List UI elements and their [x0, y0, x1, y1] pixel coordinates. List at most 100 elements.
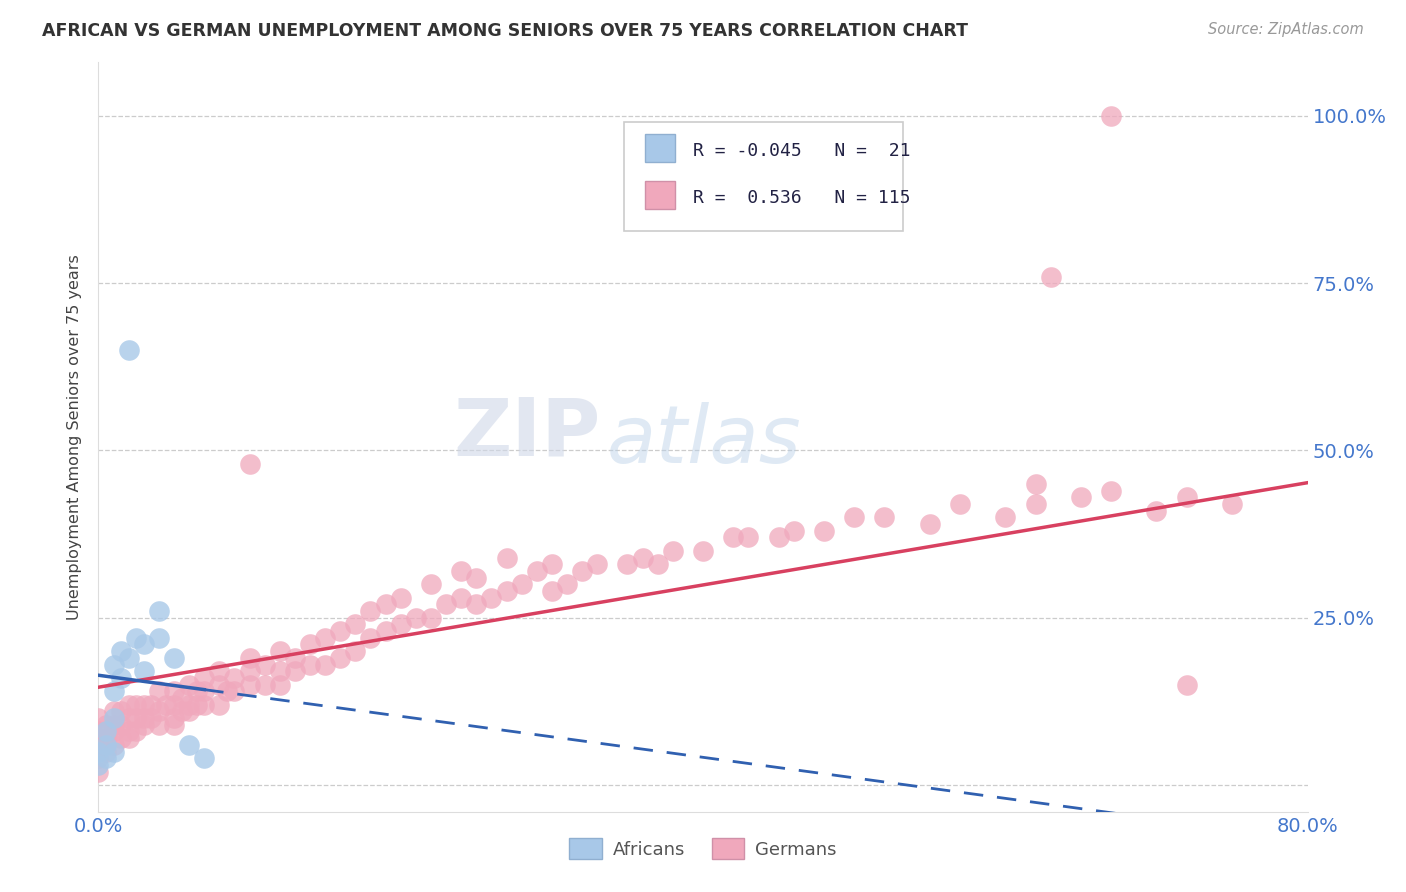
- Point: [1070, 491, 1092, 505]
- Point: [239, 664, 262, 679]
- Point: [360, 631, 382, 645]
- Point: [344, 644, 367, 658]
- Point: [374, 598, 396, 612]
- Point: [540, 584, 562, 599]
- Point: [110, 705, 132, 719]
- Point: [284, 664, 307, 679]
- Point: [118, 711, 141, 725]
- Point: [299, 657, 322, 672]
- Point: [616, 557, 638, 572]
- Point: [631, 550, 654, 565]
- Point: [1099, 483, 1122, 498]
- Point: [434, 598, 457, 612]
- Point: [94, 738, 117, 752]
- Point: [148, 717, 170, 731]
- Point: [661, 544, 683, 558]
- Point: [465, 598, 488, 612]
- Point: [918, 517, 941, 532]
- Point: [1024, 476, 1046, 491]
- Point: [110, 671, 132, 685]
- Point: [224, 671, 246, 685]
- Point: [103, 705, 125, 719]
- Point: [1144, 503, 1167, 517]
- Point: [125, 631, 148, 645]
- Point: [103, 744, 125, 758]
- Point: [125, 711, 148, 725]
- Point: [208, 698, 231, 712]
- Point: [132, 664, 155, 679]
- Point: [555, 577, 578, 591]
- FancyBboxPatch shape: [645, 135, 675, 162]
- Point: [495, 584, 517, 599]
- Point: [314, 631, 336, 645]
- Point: [329, 651, 352, 665]
- Point: [103, 717, 125, 731]
- Point: [269, 678, 291, 692]
- Point: [110, 717, 132, 731]
- Point: [94, 751, 117, 765]
- Point: [389, 617, 412, 632]
- Point: [118, 731, 141, 746]
- Point: [420, 577, 443, 591]
- Point: [118, 698, 141, 712]
- Point: [1039, 269, 1062, 284]
- Point: [374, 624, 396, 639]
- Point: [132, 698, 155, 712]
- Legend: Africans, Germans: Africans, Germans: [562, 831, 844, 866]
- Point: [193, 684, 215, 698]
- Point: [239, 678, 262, 692]
- Point: [481, 591, 503, 605]
- Point: [647, 557, 669, 572]
- Point: [87, 731, 110, 746]
- Point: [208, 678, 231, 692]
- Point: [186, 684, 208, 698]
- Point: [329, 624, 352, 639]
- Point: [768, 530, 790, 544]
- Point: [526, 564, 548, 578]
- Point: [420, 611, 443, 625]
- Point: [103, 724, 125, 739]
- Point: [389, 591, 412, 605]
- Point: [179, 705, 201, 719]
- Point: [253, 678, 276, 692]
- Point: [465, 571, 488, 585]
- Point: [118, 651, 141, 665]
- Point: [163, 684, 186, 698]
- Text: R = -0.045   N =  21: R = -0.045 N = 21: [693, 142, 911, 161]
- Point: [125, 698, 148, 712]
- Point: [125, 724, 148, 739]
- Point: [141, 711, 163, 725]
- Point: [87, 751, 110, 765]
- Point: [239, 457, 262, 471]
- Point: [94, 744, 117, 758]
- Point: [132, 711, 155, 725]
- Point: [269, 644, 291, 658]
- Text: AFRICAN VS GERMAN UNEMPLOYMENT AMONG SENIORS OVER 75 YEARS CORRELATION CHART: AFRICAN VS GERMAN UNEMPLOYMENT AMONG SEN…: [42, 22, 969, 40]
- Point: [193, 671, 215, 685]
- Point: [87, 724, 110, 739]
- Point: [510, 577, 533, 591]
- Text: atlas: atlas: [606, 401, 801, 480]
- Point: [299, 637, 322, 651]
- Point: [844, 510, 866, 524]
- Point: [737, 530, 759, 544]
- Point: [224, 684, 246, 698]
- Point: [783, 524, 806, 538]
- Point: [103, 684, 125, 698]
- Point: [186, 698, 208, 712]
- Point: [1099, 109, 1122, 123]
- Point: [118, 343, 141, 358]
- Point: [450, 591, 472, 605]
- Point: [103, 657, 125, 672]
- Point: [110, 644, 132, 658]
- Point: [949, 497, 972, 511]
- Point: [163, 651, 186, 665]
- Point: [239, 651, 262, 665]
- Point: [314, 657, 336, 672]
- Point: [87, 711, 110, 725]
- Point: [723, 530, 745, 544]
- Point: [193, 751, 215, 765]
- Point: [215, 684, 238, 698]
- Point: [163, 698, 186, 712]
- Point: [1175, 678, 1198, 692]
